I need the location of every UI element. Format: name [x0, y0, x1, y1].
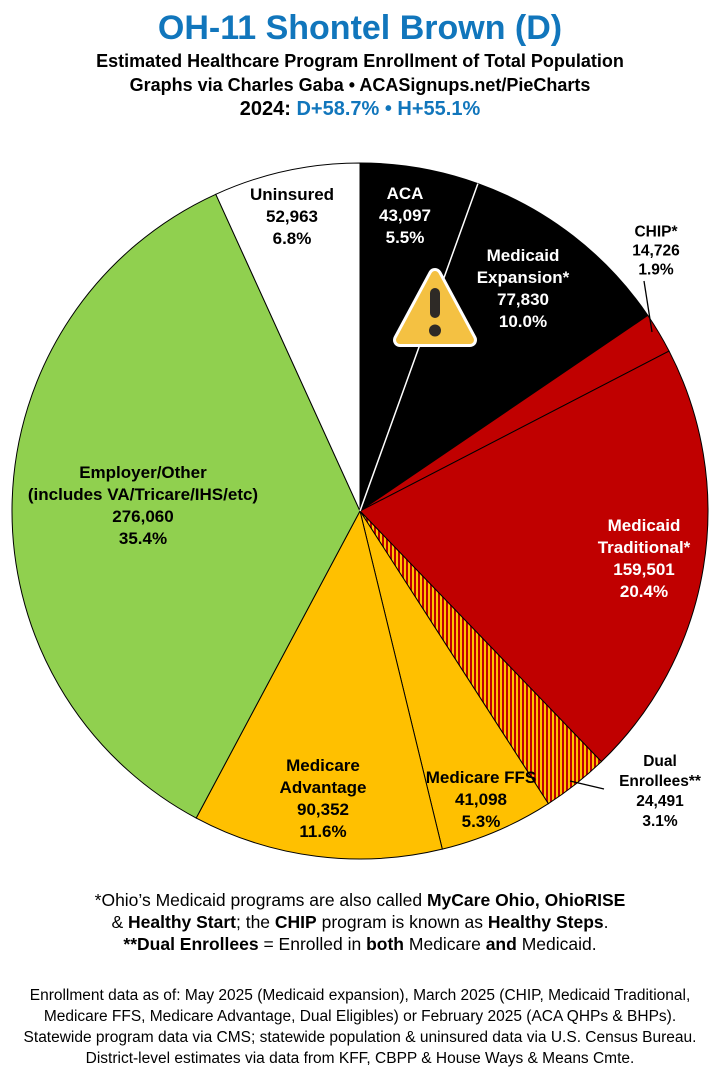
- partisan-lean-line: 2024: D+58.7% • H+55.1%: [239, 98, 481, 120]
- pie-slice-medicaid-expansion: [359, 182, 649, 513]
- slice-label-uninsured: Uninsured 52,963 6.8%: [249, 185, 335, 248]
- source-note: Enrollment data as of: May 2025 (Medicai…: [23, 987, 697, 1067]
- page-title: OH-11 Shontel Brown (D): [157, 9, 563, 47]
- footnote-block: *Ohio’s Medicaid programs are also calle…: [0, 889, 720, 955]
- slice-label-medicaid-traditional: Medicaid Traditional* 159,501 20.4%: [597, 516, 691, 601]
- footnote-line-1: *Ohio’s Medicaid programs are also calle…: [94, 890, 626, 910]
- footnote-line-2: & Healthy Start; the CHIP program is kno…: [111, 912, 609, 932]
- slice-label-medicare-ffs: Medicare FFS 41,098 5.3%: [425, 768, 537, 831]
- slice-label-medicaid-expansion: Medicaid Expansion* 77,830 10.0%: [476, 246, 570, 331]
- slice-label-employer-other: Employer/Other (includes VA/Tricare/IHS/…: [27, 463, 259, 548]
- warning-icon: [393, 268, 477, 347]
- pie-slice-medicaid-traditional: [359, 350, 709, 763]
- slice-label-aca: ACA 43,097 5.5%: [379, 184, 431, 247]
- slice-label-dual-enrollees: Dual Enrollees** 24,491 3.1%: [619, 753, 701, 830]
- dual-leader-line: [569, 780, 605, 790]
- chart-subtitle: Estimated Healthcare Program Enrollment …: [96, 51, 624, 71]
- chip-leader-line: [643, 280, 653, 333]
- pie-slice-uninsured: [215, 162, 361, 512]
- slice-label-chip: CHIP* 14,726 1.9%: [632, 223, 680, 279]
- pie-slices: [11, 162, 709, 860]
- slice-divider-line: [359, 183, 479, 512]
- slice-label-medicare-advantage: Medicare Advantage 90,352 11.6%: [279, 756, 367, 841]
- pie-slice-employer-other-includes-va-tricare-ihs-etc: [11, 193, 361, 819]
- pie-slice-medicare-advantage: [195, 509, 443, 860]
- credit-line: Graphs via Charles Gaba • ACASignups.net…: [129, 75, 591, 95]
- footnote-line-3: **Dual Enrollees = Enrolled in both Medi…: [123, 934, 597, 954]
